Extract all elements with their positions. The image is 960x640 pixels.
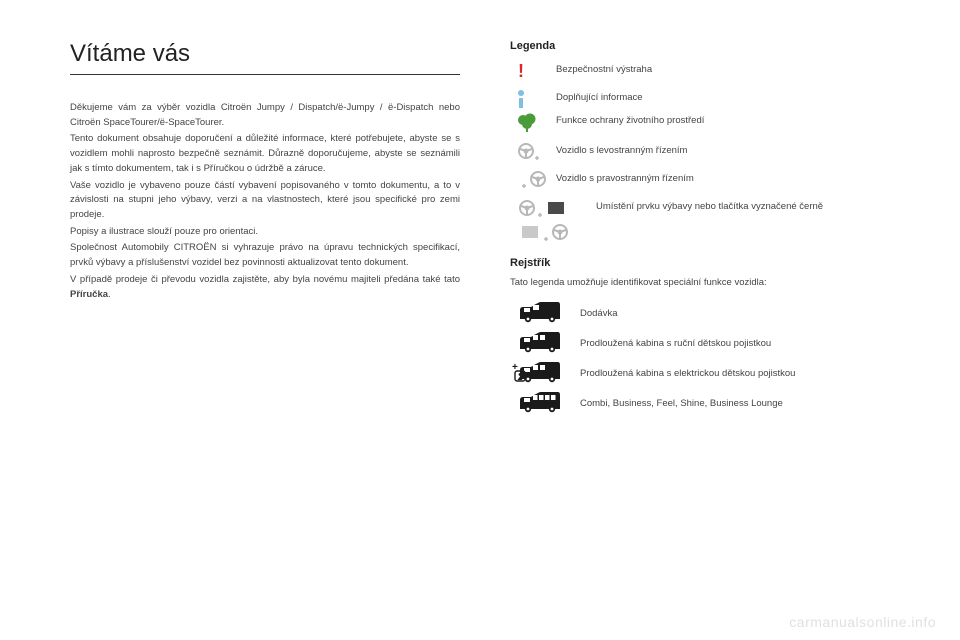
location-rhd-icon (518, 223, 578, 243)
legend-row-location: Umístění prvku výbavy nebo tlačítka vyzn… (510, 199, 910, 243)
van-icon (518, 302, 562, 324)
legend-info-text: Doplňující informace (556, 90, 643, 103)
vehicle-row-crew-electric: + Prodloužená kabina s elektrickou dětsk… (510, 362, 910, 384)
legend-heading: Legenda (510, 40, 910, 52)
para-1: Děkujeme vám za výběr vozidla Citroën Ju… (70, 101, 460, 130)
tree-icon (518, 113, 536, 133)
page-title: Vítáme vás (70, 40, 460, 68)
para-3: Vaše vozidlo je vybaveno pouze částí vyb… (70, 179, 460, 223)
vehicle-row-van: Dodávka (510, 302, 910, 324)
info-icon (518, 90, 524, 96)
legend-row-info: Doplňující informace (510, 90, 910, 103)
vehicle-van-text: Dodávka (580, 308, 618, 319)
index-intro: Tato legenda umožňuje identifikovat spec… (510, 277, 910, 288)
lhd-icon (518, 143, 548, 161)
warning-icon: ! (518, 62, 524, 80)
legend-row-warning: ! Bezpečnostní výstraha (510, 62, 910, 80)
manual-word: Příručka (70, 289, 108, 300)
legend-eco-text: Funkce ochrany životního prostředí (556, 113, 704, 126)
legend-row-rhd: Vozidlo s pravostranným řízením (510, 171, 910, 189)
para-6: V případě prodeje či převodu vozidla zaj… (70, 273, 460, 302)
watermark: carmanualsonline.info (789, 614, 936, 630)
legend-row-lhd: Vozidlo s levostranným řízením (510, 143, 910, 161)
legend-location-text: Umístění prvku výbavy nebo tlačítka vyzn… (596, 199, 823, 212)
vehicle-crew-manual-text: Prodloužená kabina s ruční dětskou pojis… (580, 338, 771, 349)
vehicle-row-combi: Combi, Business, Feel, Shine, Business L… (510, 392, 910, 414)
para-4: Popisy a ilustrace slouží pouze pro orie… (70, 225, 460, 240)
location-lhd-icon (518, 199, 578, 219)
intro-text: Děkujeme vám za výběr vozidla Citroën Ju… (70, 101, 460, 302)
legend-row-eco: Funkce ochrany životního prostředí (510, 113, 910, 133)
legend-lhd-text: Vozidlo s levostranným řízením (556, 143, 687, 156)
vehicle-row-crew-manual: Prodloužená kabina s ruční dětskou pojis… (510, 332, 910, 354)
title-rule (70, 74, 460, 75)
vehicle-crew-electric-text: Prodloužená kabina s elektrickou dětskou… (580, 368, 795, 379)
para-2: Tento dokument obsahuje doporučení a důl… (70, 132, 460, 176)
legend-rhd-text: Vozidlo s pravostranným řízením (556, 171, 694, 184)
crew-manual-icon (518, 332, 562, 354)
crew-electric-icon: + (518, 362, 562, 384)
para-5: Společnost Automobily CITROËN si vyhrazu… (70, 241, 460, 270)
combi-icon (518, 392, 562, 414)
index-heading: Rejstřík (510, 257, 910, 269)
legend-warning-text: Bezpečnostní výstraha (556, 62, 652, 75)
rhd-icon (518, 171, 548, 189)
vehicle-combi-text: Combi, Business, Feel, Shine, Business L… (580, 398, 783, 409)
